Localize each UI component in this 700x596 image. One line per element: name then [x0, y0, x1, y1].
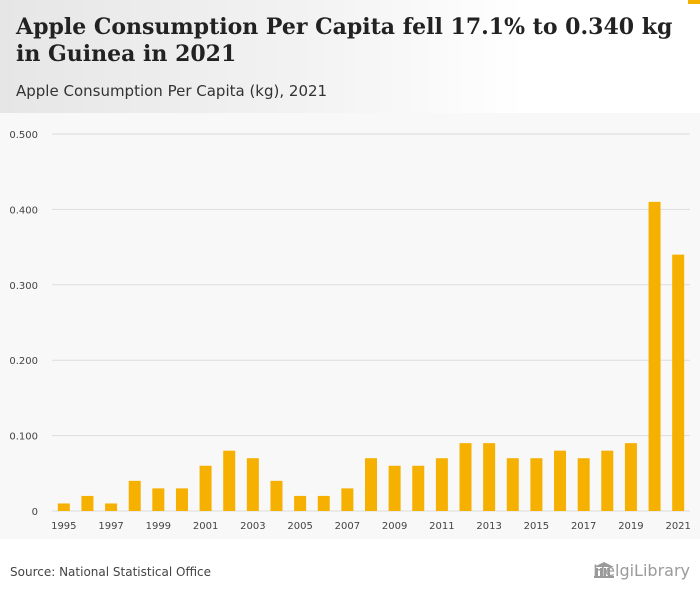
header: Apple Consumption Per Capita fell 17.1% … [0, 0, 700, 113]
bar-2006[interactable] [317, 495, 330, 511]
bar-2018[interactable] [601, 450, 614, 511]
x-tick-label: 2013 [476, 521, 501, 532]
source-note: Source: National Statistical Office [10, 565, 212, 579]
bar-2008[interactable] [365, 458, 377, 511]
chart-subtitle: Apple Consumption Per Capita (kg), 2021 [16, 82, 328, 100]
bar-2017[interactable] [577, 458, 590, 511]
y-axis-ticks: 0 0.100 0.200 0.300 0.400 0.500 [9, 130, 38, 518]
bar-1996[interactable] [81, 495, 94, 511]
x-tick-label: 1999 [146, 521, 171, 532]
y-tick-label: 0.500 [9, 130, 38, 141]
y-tick-label: 0.400 [9, 205, 38, 216]
x-tick-label: 2003 [240, 521, 265, 532]
bar-2005[interactable] [294, 495, 307, 511]
x-axis-ticks: 1995 1997 1999 2001 2003 2005 2007 2009 2011 2013… [51, 521, 691, 532]
bars [57, 201, 685, 512]
bar-2014[interactable] [506, 458, 519, 511]
accent-bar [688, 0, 700, 4]
x-tick-label: 1997 [98, 521, 123, 532]
bar-2000[interactable] [175, 488, 188, 511]
bar-2015[interactable] [530, 458, 543, 511]
bar-2012[interactable] [459, 443, 472, 511]
bar-1998[interactable] [128, 480, 141, 511]
bar-2013[interactable] [483, 443, 496, 511]
bar-2011[interactable] [435, 458, 448, 511]
x-tick-label: 2005 [287, 521, 312, 532]
footer [0, 539, 700, 596]
grid-lines [52, 133, 690, 512]
chart-title: Apple Consumption Per Capita fell 17.1% … [16, 14, 673, 67]
bar-2016[interactable] [554, 450, 567, 511]
bar-2020[interactable] [648, 201, 661, 512]
bar-2009[interactable] [388, 465, 401, 511]
y-tick-label: 0.200 [9, 356, 38, 367]
library-building-icon [594, 562, 615, 578]
y-tick-label: 0.300 [9, 281, 38, 292]
logo-text: HelgiLibrary [593, 561, 690, 580]
x-tick-label: 2009 [382, 521, 407, 532]
x-tick-label: 2017 [571, 521, 596, 532]
y-tick-label: 0.100 [9, 432, 38, 443]
bar-1997[interactable] [105, 503, 118, 511]
bar-2007[interactable] [341, 488, 354, 511]
bar-1999[interactable] [152, 488, 165, 511]
bar-1995[interactable] [57, 503, 70, 511]
x-tick-label: 2011 [429, 521, 454, 532]
helgi-library-logo[interactable]: HelgiLibrary [593, 561, 690, 580]
y-tick-label: 0 [32, 507, 38, 518]
x-tick-label: 2007 [335, 521, 360, 532]
x-tick-label: 2015 [524, 521, 549, 532]
bar-2004[interactable] [270, 480, 283, 511]
bar-2003[interactable] [246, 458, 259, 511]
bar-2001[interactable] [199, 465, 212, 511]
x-tick-label: 2001 [193, 521, 218, 532]
bar-2019[interactable] [624, 443, 637, 511]
x-tick-label: 2021 [665, 521, 690, 532]
x-tick-label: 1995 [51, 521, 76, 532]
x-tick-label: 2019 [618, 521, 643, 532]
bar-2021[interactable] [672, 254, 685, 511]
bar-2002[interactable] [223, 450, 236, 511]
bar-2010[interactable] [412, 465, 425, 511]
